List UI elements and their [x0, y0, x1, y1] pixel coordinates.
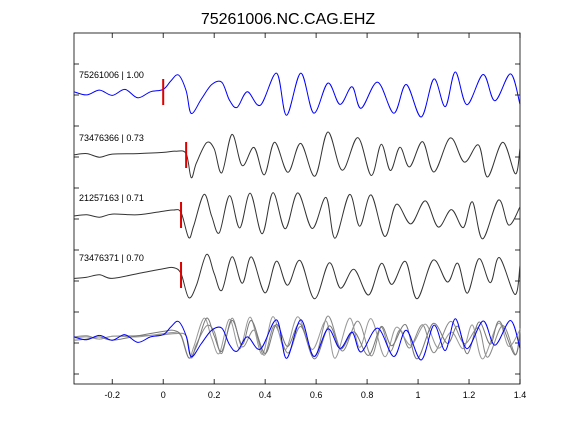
- x-tick-label: 1: [416, 390, 421, 400]
- trace-waveform: [73, 71, 521, 118]
- trace-label: 21257163 | 0.71: [79, 193, 144, 203]
- plot-frame: [73, 32, 521, 385]
- x-tick-label: 0.2: [208, 390, 221, 400]
- x-tick-label: 0.4: [259, 390, 272, 400]
- x-tick-label: -0.2: [104, 390, 120, 400]
- trace-waveform: [73, 192, 521, 240]
- x-tick-label: 0.8: [361, 390, 374, 400]
- x-axis: -0.2 0 0.2 0.4 0.6 0.8 1 1.2 1.4: [104, 33, 526, 400]
- stacked-waveform: [73, 315, 521, 359]
- chart-title: 75261006.NC.CAG.EHZ: [201, 11, 376, 28]
- trace-group: 75261006 | 1.00 73476366 | 0.73 21257163 |…: [73, 70, 521, 300]
- trace-waveform: [73, 253, 521, 300]
- trace-label: 73476371 | 0.70: [79, 253, 144, 263]
- stacked-traces: [73, 315, 521, 361]
- trace-label: 73476366 | 0.73: [79, 133, 144, 143]
- y-axis-ticks: [74, 63, 520, 375]
- stacked-waveform: [73, 317, 521, 360]
- stacked-waveform: [73, 318, 521, 361]
- trace-label: 75261006 | 1.00: [79, 70, 144, 80]
- trace-waveform: [73, 131, 521, 179]
- x-tick-label: 0: [161, 390, 166, 400]
- x-tick-label: 0.6: [310, 390, 323, 400]
- x-tick-label: 1.4: [514, 390, 527, 400]
- x-tick-label: 1.2: [463, 390, 476, 400]
